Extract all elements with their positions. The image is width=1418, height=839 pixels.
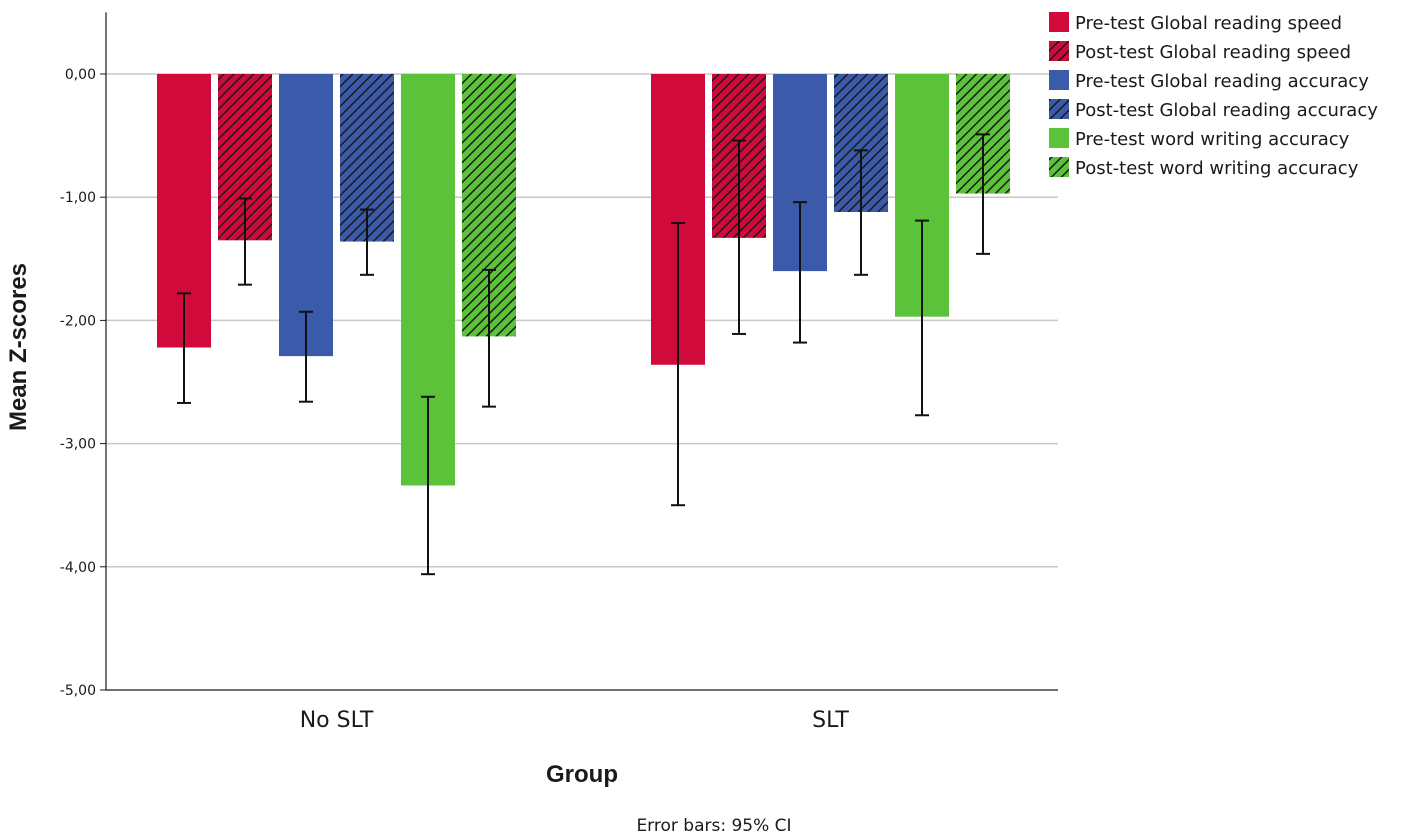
error-bars [177, 133, 990, 576]
legend-swatch [1049, 12, 1069, 32]
legend-label: Pre-test Global reading accuracy [1075, 71, 1369, 92]
axes [105, 12, 1058, 691]
legend-label: Pre-test Global reading speed [1075, 13, 1342, 34]
y-tick-label: -1,00 [60, 190, 96, 206]
legend-swatch [1049, 128, 1069, 148]
x-categories: No SLT SLT [300, 708, 850, 733]
y-tick-label: -2,00 [60, 313, 96, 329]
legend-label: Post-test word writing accuracy [1075, 158, 1359, 179]
legend-label: Post-test Global reading speed [1075, 42, 1351, 63]
y-axis-title: Mean Z-scores [5, 263, 32, 431]
y-tick-label: -4,00 [60, 560, 96, 576]
x-category-label: No SLT [300, 708, 374, 733]
legend-swatch [1049, 70, 1069, 90]
x-category-label: SLT [812, 708, 849, 733]
legend-label: Pre-test word writing accuracy [1075, 129, 1350, 150]
y-tick-label: -3,00 [60, 437, 96, 453]
legend-label: Post-test Global reading accuracy [1075, 100, 1378, 121]
x-axis-title: Group [546, 761, 618, 788]
error-bar-note: Error bars: 95% CI [636, 816, 791, 836]
bars [157, 74, 1010, 486]
y-tick-label: 0,00 [65, 67, 96, 83]
y-tick-label: -5,00 [60, 683, 96, 699]
bar [279, 74, 333, 357]
legend: Pre-test Global reading speed Post-test G… [1049, 12, 1378, 179]
legend-swatch [1049, 41, 1069, 61]
y-ticks: 0,00 -1,00 -2,00 -3,00 -4,00 -5,00 [60, 67, 106, 699]
legend-swatch [1049, 157, 1069, 177]
legend-swatch [1049, 99, 1069, 119]
